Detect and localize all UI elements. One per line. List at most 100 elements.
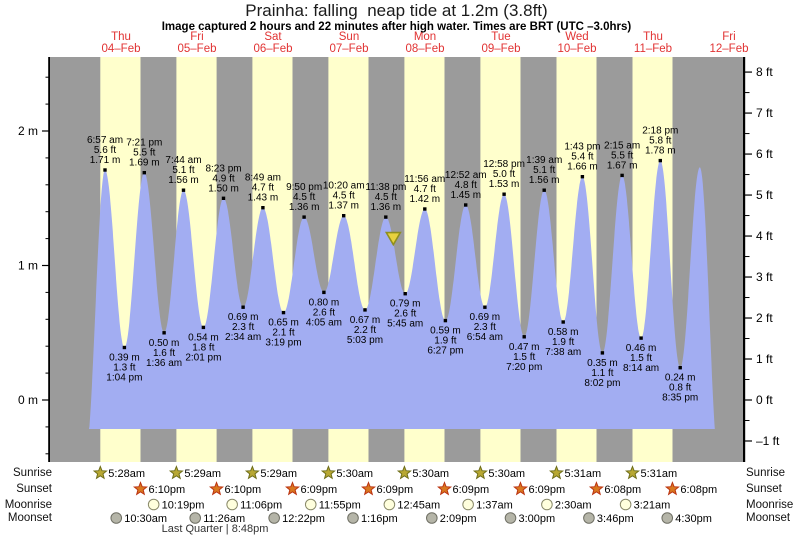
low-tide-label: 1.5 ft <box>630 353 652 364</box>
high-tide-label: 1.56 m <box>168 175 199 186</box>
right-axis-tick-label: 2 ft <box>756 311 773 325</box>
low-tide-label: 6:27 pm <box>427 346 463 357</box>
low-tide-label: 1.9 ft <box>552 337 574 348</box>
high-tide-label: 4.8 ft <box>455 180 477 191</box>
sunrise-time: 5:30am <box>412 468 449 480</box>
high-tide-label: 12:58 pm <box>483 159 525 170</box>
right-minor-tick <box>745 338 750 340</box>
high-tide-dot <box>221 196 226 200</box>
low-tide-dot <box>281 310 286 315</box>
left-axis-tick-label: 2 m <box>18 124 38 138</box>
right-minor-tick <box>745 379 750 381</box>
left-minor-tick <box>45 211 50 213</box>
low-tide-label: 0.39 m <box>109 353 140 364</box>
high-tide-label: 2:18 pm <box>642 126 678 137</box>
right-minor-tick <box>745 133 750 135</box>
high-tide-dot <box>384 215 388 219</box>
low-tide-label: 2:34 am <box>225 332 261 343</box>
high-tide-label: 5.5 ft <box>133 148 155 159</box>
left-minor-tick <box>45 184 50 186</box>
day-date-label: 06–Feb <box>253 43 292 55</box>
low-tide-dot <box>122 345 127 350</box>
chart-subtitle: Image captured 2 hours and 22 minutes af… <box>161 21 632 33</box>
high-tide-label: 6:57 am <box>87 135 123 146</box>
right-major-tick <box>745 276 752 278</box>
day-label: Sat <box>264 31 282 43</box>
high-tide-label: 1.43 m <box>248 193 279 204</box>
sunset-time: 6:09pm <box>528 484 565 496</box>
low-tide-label: 2.2 ft <box>354 325 376 336</box>
low-tide-label: 8:35 pm <box>662 393 698 404</box>
left-major-tick <box>42 399 50 401</box>
left-axis-tick-label: 0 m <box>18 393 38 407</box>
low-tide-label: 7:20 pm <box>506 362 542 373</box>
low-tide-label: 7:38 am <box>545 347 581 358</box>
low-tide-dot <box>403 292 407 296</box>
high-tide-label: 1.37 m <box>328 201 359 212</box>
low-tide-dot <box>363 308 367 312</box>
low-tide-label: 0.8 ft <box>669 383 691 394</box>
sunset-time: 6:08pm <box>604 484 641 496</box>
sunset-time: 6:09pm <box>300 484 337 496</box>
day-date-label: 05–Feb <box>177 43 216 55</box>
day-label: Sun <box>339 31 359 43</box>
moonset-icon <box>583 512 595 524</box>
sunrise-time: 5:31am <box>564 468 601 480</box>
low-tide-label: 1.1 ft <box>591 368 613 379</box>
sunset-icon <box>437 481 453 496</box>
moonset-icon <box>189 512 202 524</box>
high-tide-dot <box>502 192 506 196</box>
low-tide-label: 0.69 m <box>470 312 501 323</box>
left-minor-tick <box>45 318 50 320</box>
low-tide-label: 3:19 pm <box>265 338 301 349</box>
right-axis-tick-label: 7 ft <box>756 106 773 120</box>
left-axis-line <box>48 57 50 462</box>
sunset-time: 6:10pm <box>225 484 262 496</box>
moonrise-time: 10:19pm <box>162 500 205 512</box>
low-tide-label: 0.59 m <box>430 326 461 337</box>
low-tide-dot <box>322 290 326 295</box>
low-tide-label: 1.8 ft <box>192 342 214 353</box>
low-tide-label: 0.50 m <box>149 338 180 349</box>
moonrise-icon <box>147 498 160 511</box>
moonrise-icon <box>462 498 474 511</box>
right-axis-tick-label: 4 ft <box>756 229 773 243</box>
low-tide-label: 0.67 m <box>350 315 381 326</box>
moonrise-row-label-left: Moonrise <box>4 498 52 511</box>
sunrise-time: 5:30am <box>336 468 373 480</box>
sunset-icon <box>361 481 377 496</box>
tide-curve <box>85 160 720 429</box>
right-major-tick <box>745 317 752 319</box>
sunrise-time: 5:28am <box>108 468 145 480</box>
day-label: Thu <box>111 31 131 43</box>
sunrise-time: 5:30am <box>488 468 525 480</box>
day-date-label: 11–Feb <box>634 43 672 55</box>
day-label: Fri <box>190 31 203 43</box>
low-tide-dot <box>162 331 166 335</box>
low-tide-label: 2:01 pm <box>185 352 221 363</box>
low-tide-label: 0.65 m <box>268 318 299 329</box>
high-tide-label: 10:20 am <box>323 181 365 192</box>
sunset-icon <box>285 481 301 496</box>
high-tide-dot <box>464 203 468 207</box>
right-major-tick <box>745 71 752 73</box>
high-tide-label: 1:39 am <box>526 155 562 166</box>
right-minor-tick <box>745 215 750 217</box>
sunrise-icon <box>168 465 184 480</box>
low-tide-label: 6:54 am <box>467 332 503 343</box>
right-axis-tick-label: 3 ft <box>756 270 773 284</box>
low-tide-dot <box>241 305 245 309</box>
high-tide-dot <box>181 188 186 192</box>
low-tide-label: 0.54 m <box>188 332 219 343</box>
low-tide-label: 5:03 pm <box>347 335 383 346</box>
sunrise-icon <box>92 465 108 480</box>
low-tide-label: 5:45 am <box>387 319 423 330</box>
low-tide-dot <box>600 351 605 355</box>
high-tide-label: 1.66 m <box>567 162 598 173</box>
day-label: Tue <box>491 31 510 43</box>
left-minor-tick <box>45 291 50 293</box>
low-tide-label: 2.3 ft <box>232 322 254 333</box>
low-tide-label: 1.5 ft <box>513 352 535 363</box>
high-tide-dot <box>423 207 427 211</box>
